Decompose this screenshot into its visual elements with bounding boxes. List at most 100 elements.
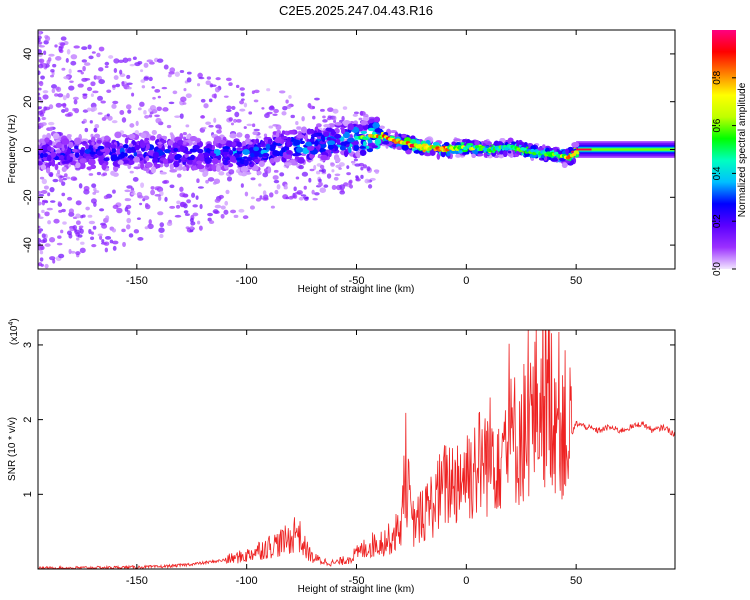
- spectrogram-speckle: [116, 207, 123, 214]
- spectrogram-blob: [366, 145, 370, 149]
- spectrogram-blob: [196, 160, 202, 165]
- spectrogram-speckle: [211, 93, 217, 99]
- spectrogram-speckle: [338, 162, 345, 167]
- spectrogram-blob: [111, 147, 116, 154]
- spectrogram-speckle: [233, 118, 237, 123]
- spectrogram-speckle: [253, 128, 260, 132]
- spectrogram-speckle: [140, 69, 144, 73]
- spectrogram-blob: [159, 171, 167, 175]
- spectrogram-speckle: [119, 69, 123, 75]
- spectrogram-blob: [561, 162, 568, 168]
- spectrogram-blob: [474, 140, 480, 146]
- spectrogram-blob: [55, 141, 64, 149]
- spectrogram-speckle: [45, 35, 51, 42]
- spectrogram-speckle: [61, 208, 66, 213]
- spectrogram-blob: [334, 122, 343, 126]
- spectrogram-speckle: [38, 30, 42, 36]
- colorbar-label: Normalized spectral amplitude: [737, 82, 748, 217]
- spectrogram-speckle: [190, 225, 194, 230]
- spectrogram-speckle: [143, 110, 147, 115]
- spectrogram-blob: [262, 153, 270, 157]
- spectrogram-speckle: [166, 124, 172, 129]
- spectrogram-speckle: [279, 172, 285, 177]
- spectrogram-speckle: [112, 245, 117, 251]
- spectrogram-blob: [471, 153, 476, 159]
- spectrogram-blob: [273, 156, 281, 163]
- spectrogram-blob: [275, 131, 280, 138]
- spectrogram-speckle: [148, 76, 153, 82]
- spectrogram-speckle: [269, 105, 274, 110]
- spectrogram-speckle: [176, 200, 181, 205]
- spectrogram-blob: [396, 146, 402, 150]
- spectrogram-blob: [89, 151, 96, 155]
- spectrogram-speckle: [77, 69, 83, 73]
- spectrogram-blob: [67, 141, 74, 148]
- spectrogram-blob: [133, 151, 138, 157]
- spectrogram-speckle: [127, 109, 132, 114]
- spectrogram-blob: [339, 145, 346, 151]
- spectrogram-blob: [252, 131, 258, 136]
- spectrogram-blob: [244, 133, 250, 139]
- spectrogram-speckle: [333, 176, 339, 181]
- spectrogram-speckle: [125, 204, 132, 209]
- spectrogram-speckle: [87, 214, 93, 218]
- spectrogram-speckle: [92, 191, 97, 195]
- spectrogram-blob: [124, 137, 129, 145]
- spectrogram-speckle: [208, 124, 214, 128]
- spectrogram-speckle: [111, 103, 117, 109]
- spectrogram-speckle: [126, 185, 133, 189]
- spectrogram-speckle: [52, 259, 56, 264]
- spectrogram-speckle: [129, 170, 134, 174]
- spectrogram-speckle: [228, 82, 233, 86]
- spectrogram-speckle: [98, 79, 105, 85]
- spectrogram-blob: [59, 154, 64, 160]
- spectrogram-speckle: [154, 186, 162, 189]
- spectrogram-blob: [392, 143, 396, 148]
- spectrogram-speckle: [103, 241, 110, 246]
- spectrogram-blob: [299, 140, 305, 144]
- spectrogram-blob: [219, 139, 227, 145]
- spectrogram-speckle: [323, 184, 329, 188]
- spectrogram-speckle: [51, 88, 56, 94]
- spectrogram-blob: [122, 144, 129, 149]
- spectrogram-speckle: [346, 172, 351, 176]
- spectrogram-speckle: [106, 89, 112, 93]
- spectrogram-speckle: [112, 240, 119, 245]
- spectrogram-speckle: [68, 248, 72, 255]
- spectrogram-blob: [87, 158, 96, 166]
- spectrogram-speckle: [239, 87, 245, 91]
- spectrogram-blob: [281, 130, 286, 135]
- spectrogram-blob: [44, 137, 50, 143]
- spectrogram-blob: [215, 165, 221, 172]
- spectrogram-blob: [174, 154, 180, 161]
- spectrogram-speckle: [290, 114, 295, 119]
- spectrogram-speckle: [214, 204, 222, 209]
- spectrogram-blob: [287, 130, 296, 135]
- spectrogram-speckle: [121, 117, 127, 123]
- spectrogram-blob: [104, 147, 111, 155]
- spectrogram-speckle: [113, 68, 118, 73]
- spectrogram-speckle: [62, 177, 68, 181]
- spectrogram-blob: [294, 152, 302, 156]
- spectrogram-speckle: [38, 193, 45, 197]
- spectrogram-blob: [110, 154, 118, 162]
- spectrogram-speckle: [157, 95, 161, 99]
- spectrogram-y-tick-label: 0: [22, 146, 34, 152]
- spectrogram-speckle: [52, 63, 57, 68]
- spectrogram-blob: [296, 134, 305, 139]
- spectrogram-blob: [360, 130, 367, 135]
- spectrogram-speckle: [97, 95, 103, 101]
- spectrogram-speckle: [276, 184, 281, 190]
- spectrogram-blob: [413, 150, 421, 154]
- spectrogram-speckle: [327, 107, 334, 112]
- spectrogram-speckle: [196, 83, 201, 87]
- spectrogram-speckle: [186, 199, 191, 204]
- spectrogram-speckle: [261, 107, 265, 110]
- spectrogram-speckle: [38, 49, 43, 54]
- spectrogram-blob: [368, 127, 375, 132]
- spectrogram-speckle: [144, 203, 149, 208]
- spectrogram-speckle: [49, 200, 56, 203]
- spectrogram-speckle: [228, 169, 235, 175]
- spectrogram-speckle: [281, 111, 287, 116]
- spectrogram-blob: [446, 150, 451, 157]
